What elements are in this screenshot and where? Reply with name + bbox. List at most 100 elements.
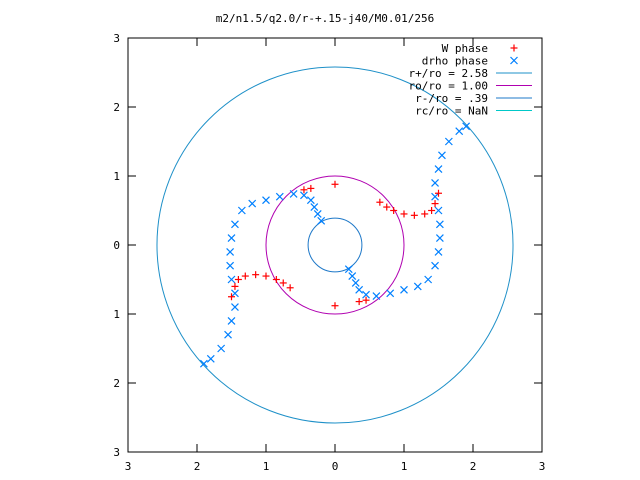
plus-point	[376, 198, 384, 206]
plus-point	[234, 276, 242, 283]
x-tick-label: 3	[125, 460, 132, 473]
cross-point	[355, 285, 364, 294]
cross-point	[424, 275, 433, 284]
cross-point	[227, 275, 236, 284]
plus-point	[390, 207, 398, 214]
circle-1	[265, 175, 405, 315]
x-tick-label: 0	[332, 460, 339, 473]
y-tick-label: 3	[113, 32, 120, 45]
cross-point	[434, 206, 443, 215]
cross-point	[237, 206, 246, 215]
cross-point	[231, 220, 239, 229]
x-tick-label: 2	[194, 460, 201, 473]
plus-point	[300, 186, 308, 194]
cross-point	[300, 191, 308, 200]
x-tick-label: 1	[263, 460, 270, 473]
legend-entry: rc/ro = NaN	[415, 105, 532, 118]
cross-point	[226, 261, 235, 270]
plus-point	[286, 284, 294, 292]
cross-point	[435, 234, 444, 243]
axis-ticks	[127, 37, 543, 453]
cross-point	[344, 265, 353, 274]
chart-title: m2/n1.5/q2.0/r-+.15-j40/M0.01/256	[216, 12, 435, 25]
plus-point	[421, 210, 429, 218]
cross-point	[362, 290, 370, 299]
cross-point	[400, 285, 408, 294]
cross-point	[435, 220, 444, 229]
plus-point	[252, 271, 260, 279]
legend-entry: W phase	[442, 42, 518, 55]
cross-point	[434, 165, 443, 174]
plus-point	[410, 211, 418, 219]
legend-label: r-/ro = .39	[415, 92, 488, 105]
cross-point	[434, 247, 443, 256]
cross-point	[231, 289, 239, 298]
cross-point	[224, 330, 232, 339]
plus-point	[431, 200, 439, 208]
plus-point	[228, 293, 235, 301]
y-tick-label: 1	[113, 170, 120, 183]
legend-label: W phase	[442, 42, 488, 55]
cross-point	[206, 354, 215, 363]
y-tick-label: 3	[113, 446, 120, 459]
plus-point	[331, 302, 339, 310]
data-points	[199, 122, 471, 368]
legend-marker-swatch	[510, 56, 518, 65]
cross-point	[227, 316, 236, 325]
cross-point	[462, 122, 471, 131]
cross-point	[289, 190, 298, 198]
reference-circles	[156, 66, 514, 424]
plus-point	[400, 210, 408, 218]
cross-point	[348, 272, 357, 280]
plus-point	[307, 184, 315, 192]
circle-2.58	[156, 66, 514, 424]
x-tick-label: 2	[470, 460, 477, 473]
cross-point	[317, 216, 326, 225]
cross-point	[217, 344, 226, 353]
cross-point	[231, 303, 239, 312]
cross-point	[310, 203, 319, 211]
cross-point	[438, 151, 446, 160]
plus-point	[272, 276, 280, 283]
cross-point	[444, 137, 453, 146]
cross-point	[248, 199, 257, 208]
y-tick-label: 2	[113, 101, 120, 114]
x-tick-label: 3	[539, 460, 546, 473]
y-tick-label: 2	[113, 377, 120, 390]
legend-entry: r+/ro = 2.58	[409, 67, 532, 80]
cross-point	[226, 247, 235, 256]
plus-point	[362, 296, 370, 304]
y-tick-label: 0	[113, 239, 120, 252]
legend-entry: ro/ro = 1.00	[409, 80, 532, 93]
cross-point	[386, 289, 395, 298]
cross-point	[313, 210, 322, 218]
plus-point	[383, 203, 391, 211]
x-axis-tick-labels: 3 2 1 0 1 2 3	[125, 460, 546, 473]
y-tick-label: 1	[113, 308, 120, 321]
x-tick-label: 1	[401, 460, 408, 473]
cross-point	[431, 261, 439, 270]
cross-point	[455, 127, 464, 136]
plus-point	[331, 180, 339, 188]
circle-0.39	[307, 217, 363, 273]
cross-point	[413, 282, 422, 291]
y-axis-tick-labels: 3 2 1 0 1 2 3	[113, 32, 120, 459]
plus-point	[435, 189, 442, 197]
legend-label: ro/ro = 1.00	[409, 80, 488, 93]
plus-point	[279, 279, 287, 287]
cross-point	[262, 196, 270, 205]
cross-point	[372, 292, 381, 300]
cross-point	[306, 196, 315, 205]
legend-marker-swatch	[510, 44, 518, 52]
legend-label: drho phase	[422, 55, 488, 68]
legend-entry: r-/ro = .39	[415, 92, 532, 105]
legend-entry: drho phase	[422, 55, 518, 68]
legend-label: rc/ro = NaN	[415, 105, 488, 118]
cross-point	[199, 359, 208, 368]
cross-point	[431, 178, 439, 187]
cross-point	[431, 192, 439, 201]
cross-point	[227, 234, 236, 243]
plus-point	[428, 207, 436, 214]
